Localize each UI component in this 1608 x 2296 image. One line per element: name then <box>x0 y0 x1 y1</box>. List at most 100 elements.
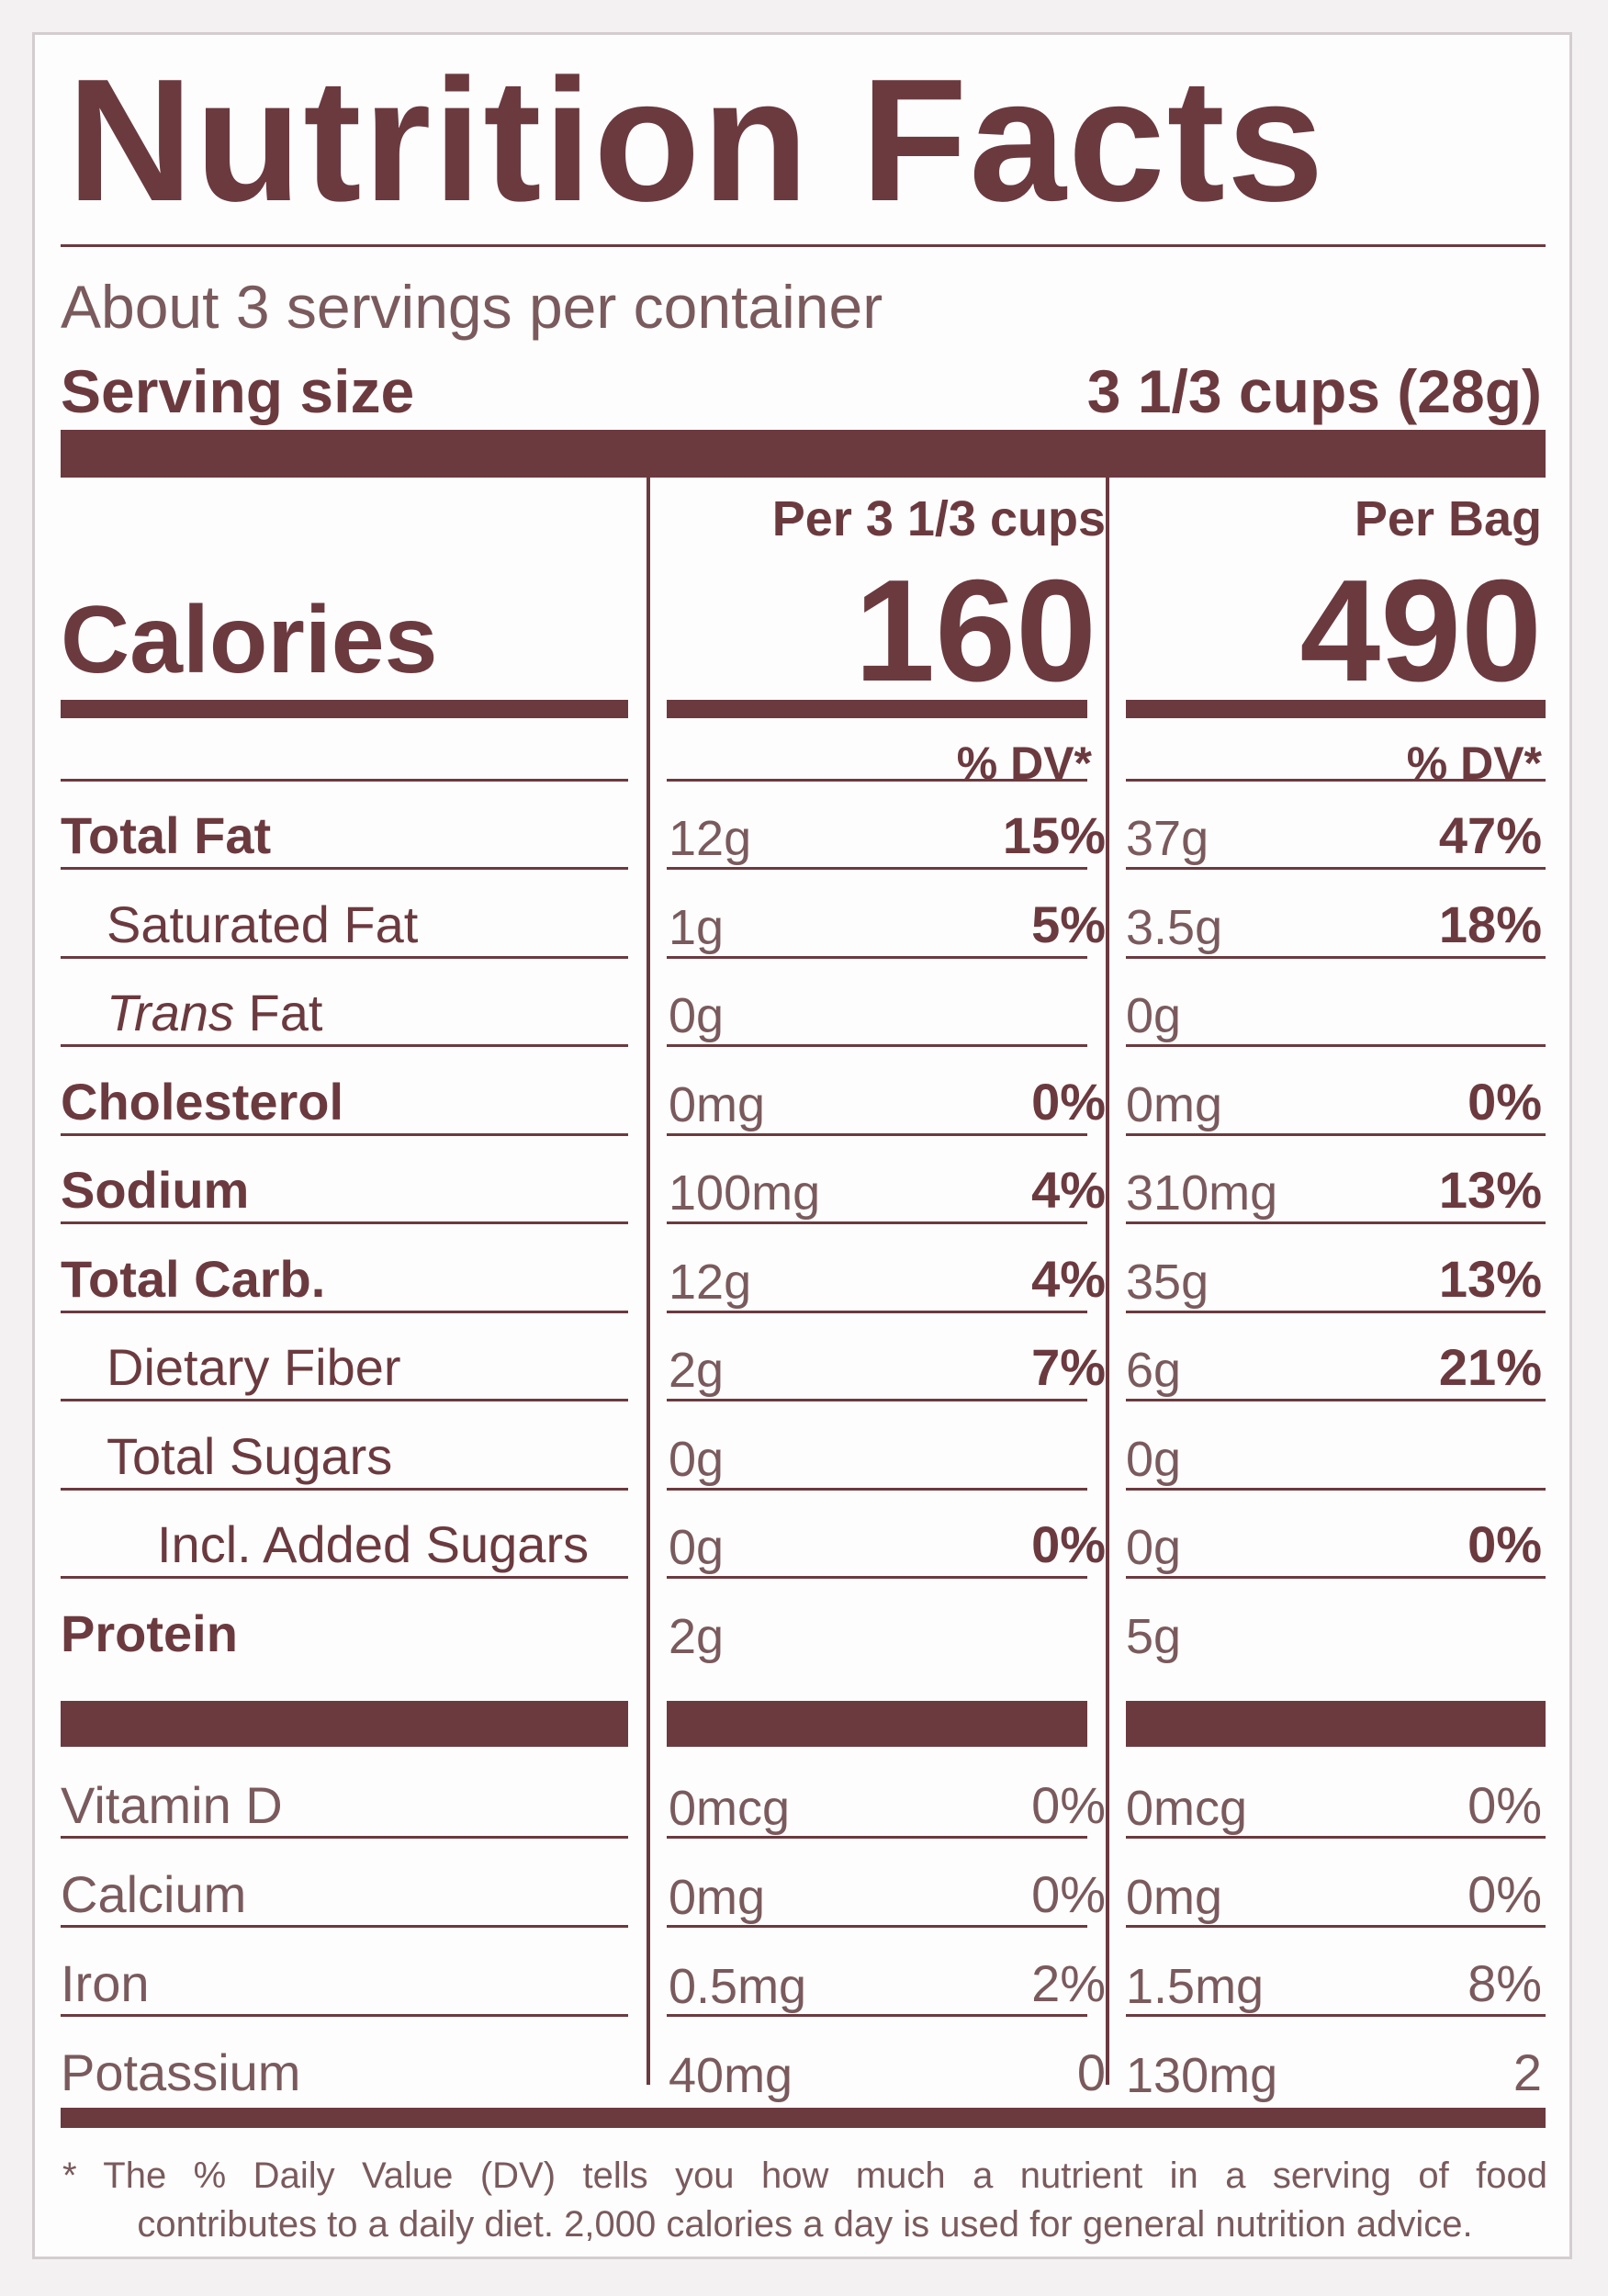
vitamin-label: Calcium <box>61 1865 247 1923</box>
nutrient-dv-serving: 15% <box>1002 806 1106 864</box>
row-divider <box>61 1576 628 1579</box>
nutrient-dv-bag: 0% <box>1467 1072 1542 1131</box>
row-divider <box>61 1487 628 1491</box>
vitamin-dv-serving: 0% <box>1031 1776 1106 1834</box>
nutrient-dv-serving: 7% <box>1031 1338 1106 1396</box>
row-divider <box>667 1576 1087 1579</box>
nutrient-amount-serving: 2g <box>669 1608 725 1664</box>
row-divider <box>667 1487 1087 1491</box>
vitamin-divider <box>1126 1836 1546 1839</box>
vitamin-divider <box>667 1836 1087 1839</box>
row-divider <box>667 1221 1087 1224</box>
vitamin-dv-bag: 0% <box>1467 1776 1542 1834</box>
column-header-bag: Per Bag <box>1354 491 1542 546</box>
calories-per-bag: 490 <box>1299 550 1542 712</box>
row-divider <box>1126 1221 1546 1224</box>
nutrient-amount-bag: 0mg <box>1126 1076 1223 1132</box>
vitamin-amount-serving: 40mg <box>669 2048 793 2103</box>
nutrient-dv-bag: 13% <box>1438 1161 1542 1219</box>
row-divider <box>1126 1310 1546 1313</box>
nutrient-label: Total Sugars <box>107 1426 393 1485</box>
nutrient-label: Protein <box>61 1604 238 1662</box>
nutrient-dv-bag: 21% <box>1438 1338 1542 1396</box>
vitamin-amount-bag: 0mg <box>1126 1870 1223 1925</box>
calories-per-serving: 160 <box>854 550 1096 712</box>
row-divider <box>667 955 1087 959</box>
vitamin-divider <box>61 1925 628 1928</box>
thick-divider-top <box>61 430 1546 478</box>
nutrient-label: Dietary Fiber <box>107 1338 401 1396</box>
row-divider <box>1126 1576 1546 1579</box>
row-divider <box>1126 1487 1546 1491</box>
nutrient-label: Incl. Added Sugars <box>157 1515 590 1573</box>
title-divider <box>61 244 1546 247</box>
nutrient-amount-bag: 0g <box>1126 1431 1182 1487</box>
nutrient-amount-serving: 1g <box>669 899 725 955</box>
vitamin-divider <box>667 1925 1087 1928</box>
nutrient-dv-bag: 47% <box>1438 806 1542 864</box>
nutrient-dv-serving: 5% <box>1031 895 1106 953</box>
vitamin-dv-serving: 2% <box>1031 1954 1106 2012</box>
row-divider <box>61 1132 628 1136</box>
thick-divider-vitamins-serving <box>667 1701 1087 1747</box>
nutrient-label-italic: Trans <box>107 984 234 1041</box>
nutrient-label: Total Fat <box>61 806 272 864</box>
footnote-line-1: * The % Daily Value (DV) tells you how m… <box>62 2155 1547 2196</box>
vitamin-amount-serving: 0mg <box>669 1870 766 1925</box>
nutrient-dv-serving: 4% <box>1031 1249 1106 1308</box>
calories-rule-serving <box>667 700 1087 718</box>
nutrient-amount-bag: 35g <box>1126 1254 1209 1310</box>
vitamin-amount-serving: 0mcg <box>669 1781 791 1836</box>
nutrient-amount-bag: 0g <box>1126 988 1182 1043</box>
column-divider-1 <box>647 478 650 2085</box>
row-divider <box>1126 779 1546 782</box>
vitamin-amount-bag: 130mg <box>1126 2048 1278 2103</box>
nutrient-dv-serving: 0% <box>1031 1072 1106 1131</box>
row-divider <box>667 867 1087 870</box>
nutrient-amount-serving: 0g <box>669 988 725 1043</box>
vitamin-divider <box>1126 2014 1546 2017</box>
nutrient-amount-bag: 3.5g <box>1126 899 1223 955</box>
nutrient-dv-serving: 0% <box>1031 1515 1106 1573</box>
serving-size-value: 3 1/3 cups (28g) <box>1086 357 1542 425</box>
nutrient-amount-bag: 310mg <box>1126 1165 1278 1221</box>
row-divider <box>667 1044 1087 1047</box>
vitamin-amount-serving: 0.5mg <box>669 1959 807 2014</box>
nutrient-label: Trans Fat <box>107 984 323 1041</box>
vitamin-divider <box>1126 1925 1546 1928</box>
row-divider <box>1126 1044 1546 1047</box>
row-divider <box>61 1399 628 1401</box>
column-header-serving: Per 3 1/3 cups <box>771 491 1106 546</box>
nutrient-dv-bag: 0% <box>1467 1515 1542 1573</box>
nutrient-label: Total Carb. <box>61 1249 326 1308</box>
vitamin-dv-bag: 0% <box>1467 1865 1542 1923</box>
nutrient-label: Sodium <box>61 1161 250 1219</box>
footnote-line-2: contributes to a daily diet. 2,000 calor… <box>137 2204 1473 2245</box>
nutrient-dv-bag: 18% <box>1438 895 1542 953</box>
column-divider-2 <box>1106 478 1109 2085</box>
calories-rule-bag <box>1126 700 1546 718</box>
vitamin-label: Iron <box>61 1954 150 2012</box>
dv-header-serving: % DV* <box>956 737 1092 789</box>
nutrient-amount-serving: 12g <box>669 811 752 866</box>
nutrient-amount-serving: 12g <box>669 1254 752 1310</box>
row-divider <box>1126 867 1546 870</box>
serving-size-label: Serving size <box>61 357 415 425</box>
row-divider <box>61 1310 628 1313</box>
nutrient-label: Cholesterol <box>61 1072 344 1131</box>
vitamin-dv-serving: 0 <box>1076 2043 1106 2101</box>
servings-per-container: About 3 servings per container <box>61 273 883 341</box>
vitamin-divider <box>61 1836 628 1839</box>
nutrient-amount-bag: 37g <box>1126 811 1209 866</box>
nutrient-dv-bag: 13% <box>1438 1249 1542 1308</box>
label-title: Nutrition Facts <box>67 43 1326 238</box>
vitamin-divider <box>61 2014 628 2017</box>
nutrient-dv-serving: 4% <box>1031 1161 1106 1219</box>
row-divider <box>667 1310 1087 1313</box>
row-divider <box>61 1044 628 1047</box>
vitamin-amount-bag: 1.5mg <box>1126 1959 1265 2014</box>
row-divider <box>1126 1132 1546 1136</box>
nutrient-amount-serving: 100mg <box>669 1165 821 1221</box>
dv-header-bag: % DV* <box>1406 737 1542 789</box>
nutrient-amount-serving: 2g <box>669 1343 725 1398</box>
